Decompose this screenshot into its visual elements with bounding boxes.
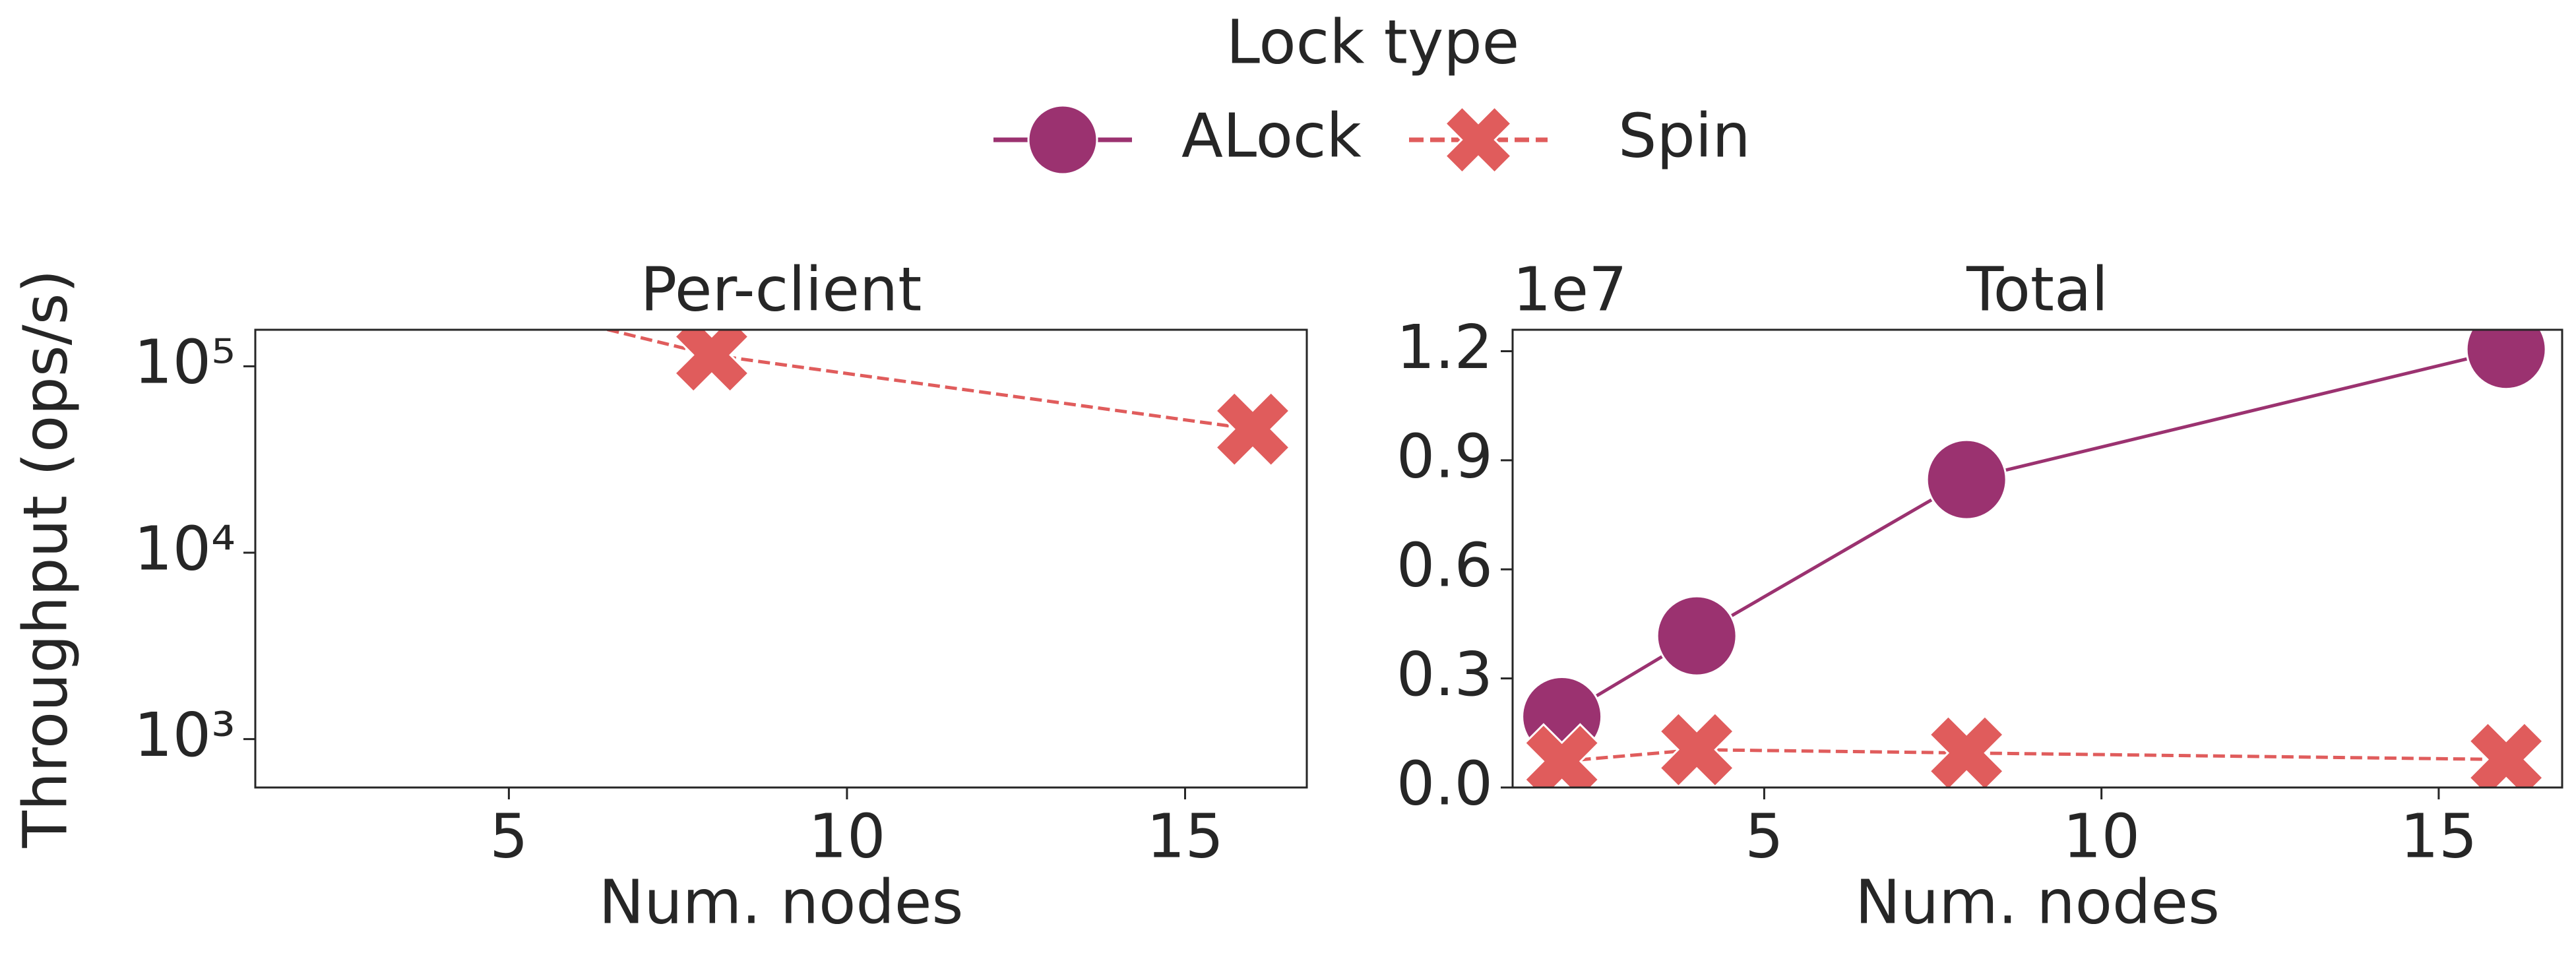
x-axis-label: Num. nodes <box>1855 867 2220 937</box>
plot-frame <box>1511 328 2563 789</box>
marker <box>1214 390 1292 468</box>
legend-title: Lock type <box>1226 7 1520 77</box>
marker <box>2468 721 2545 787</box>
marker <box>1658 711 1736 787</box>
plot-frame <box>254 328 1308 789</box>
y-tick-label: 0.3 <box>1397 639 1493 710</box>
y-tick-label: 0.6 <box>1397 530 1493 601</box>
series-line <box>306 175 1253 203</box>
y-tick-label: 10³ <box>134 700 236 770</box>
marker <box>1926 439 2007 520</box>
marker <box>1928 714 2005 787</box>
marker <box>267 142 346 222</box>
x-tick-label: 10 <box>2063 801 2140 871</box>
chart-title: Total <box>1966 254 2108 324</box>
marker <box>269 226 343 299</box>
x-tick-label: 10 <box>808 801 885 871</box>
offset-label: 1e7 <box>1513 254 1627 324</box>
legend-marker <box>1443 105 1513 175</box>
marker <box>1213 164 1292 243</box>
legend-marker <box>1027 104 1098 175</box>
series-line <box>1561 348 2507 718</box>
x-tick-label: 5 <box>1745 801 1784 871</box>
legend-label: ALock <box>1181 100 1362 171</box>
series-line <box>601 330 1253 431</box>
legend-label: Spin <box>1618 100 1751 171</box>
x-tick-label: 15 <box>2400 801 2477 871</box>
marker <box>2465 330 2547 390</box>
marker <box>673 330 751 394</box>
marker <box>1523 723 1600 787</box>
y-axis-label: Throughput (ops/s) <box>10 270 80 849</box>
x-axis-label: Num. nodes <box>599 867 964 937</box>
marker <box>1656 595 1738 677</box>
x-tick-label: 5 <box>489 801 528 871</box>
plot-area <box>1521 330 2547 787</box>
marker <box>672 136 751 215</box>
marker <box>404 252 478 326</box>
plot-area <box>267 136 1292 468</box>
y-tick-label: 0.0 <box>1397 748 1493 818</box>
y-tick-label: 10⁴ <box>134 513 236 584</box>
chart-title: Per-client <box>641 254 922 324</box>
y-tick-label: 0.9 <box>1397 421 1493 491</box>
y-tick-label: 10⁵ <box>134 327 236 398</box>
marker <box>402 137 481 216</box>
series-line <box>1561 748 2507 763</box>
x-tick-label: 15 <box>1147 801 1224 871</box>
y-tick-label: 1.2 <box>1397 312 1493 383</box>
